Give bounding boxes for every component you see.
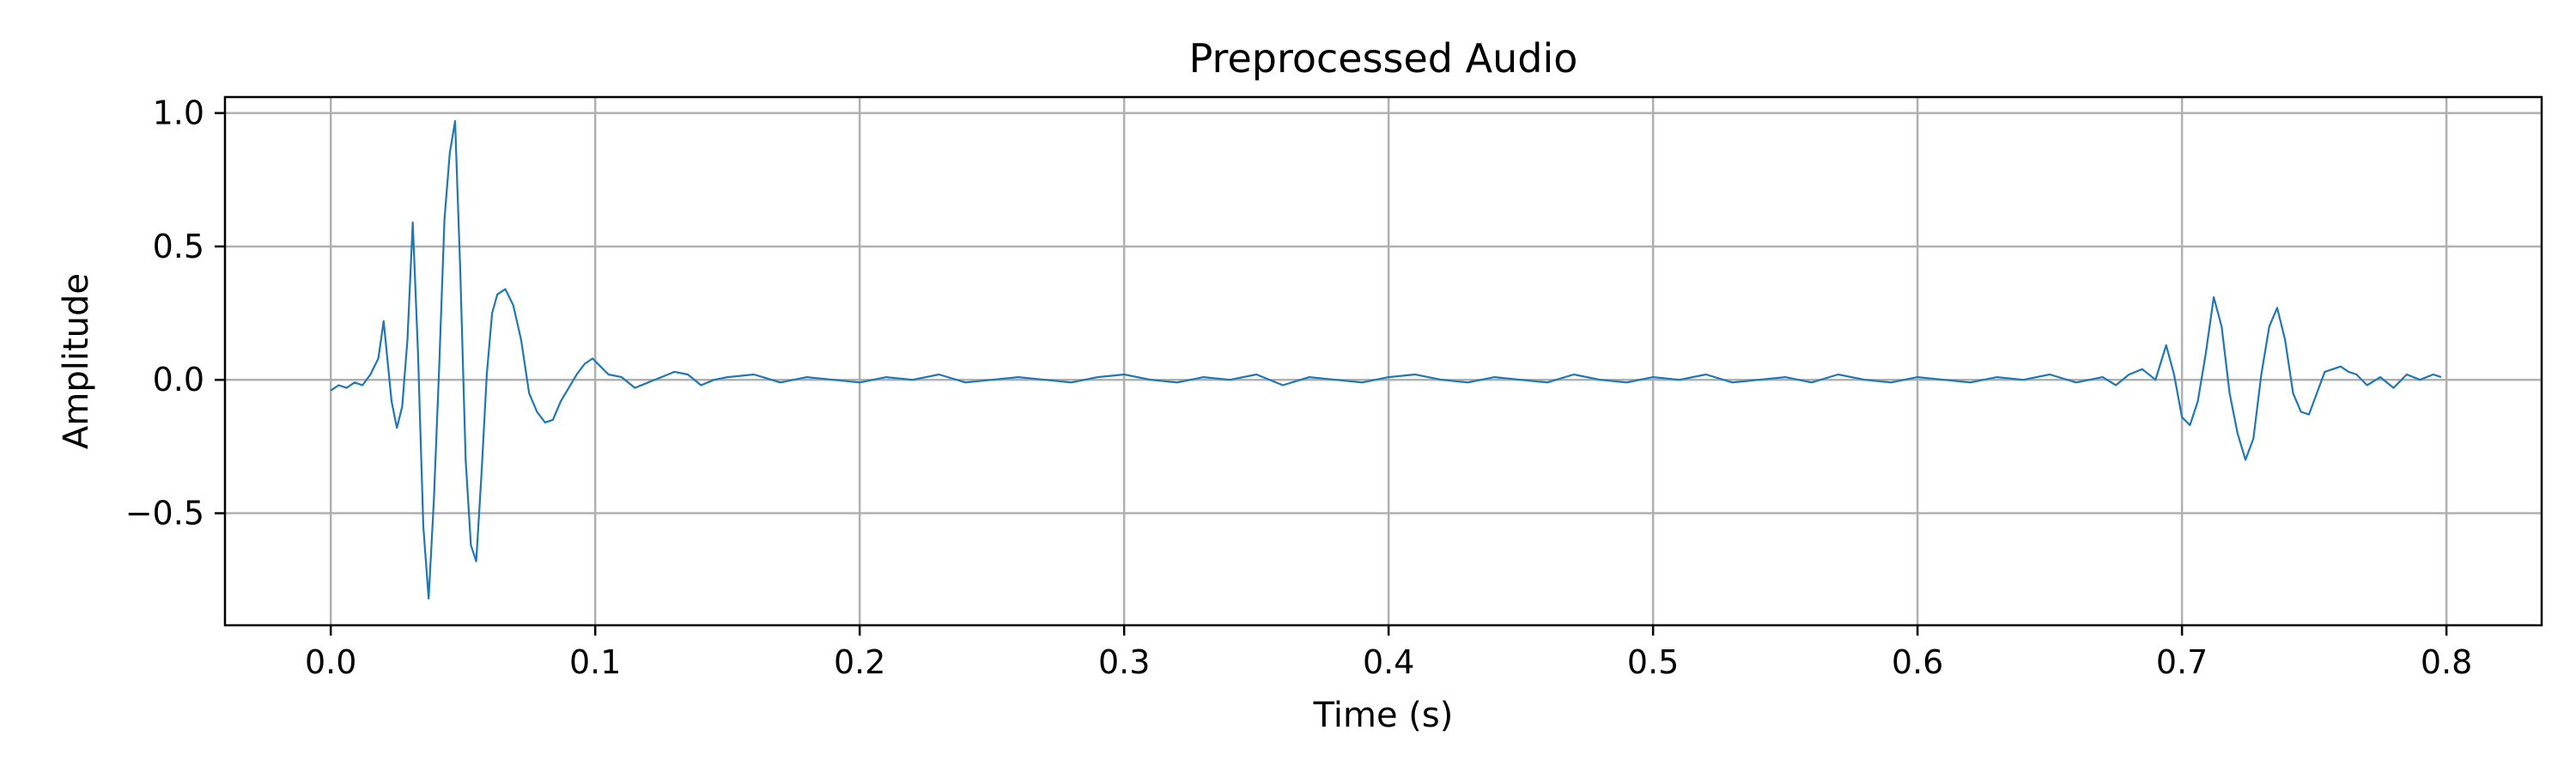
y-axis-label: Amplitude <box>57 273 96 449</box>
series-line <box>330 119 2442 600</box>
y-tick-label: −0.5 <box>125 495 204 533</box>
y-axis: −0.5 0.0 0.5 1.0 <box>125 94 225 533</box>
y-tick-label: 0.5 <box>153 228 204 265</box>
plot-frame <box>223 95 2543 627</box>
x-tick-label: 0.8 <box>2421 643 2472 681</box>
x-tick-label: 0.4 <box>1363 643 1414 681</box>
x-tick-label: 0.3 <box>1098 643 1150 681</box>
chart-title: Preprocessed Audio <box>1189 35 1578 82</box>
y-tick-label: 1.0 <box>153 94 204 132</box>
x-axis: 0.0 0.1 0.2 0.3 0.4 0.5 0.6 0.7 0.8 <box>305 625 2472 681</box>
x-tick-label: 0.6 <box>1892 643 1943 681</box>
x-tick-label: 0.7 <box>2156 643 2208 681</box>
y-tick-label: 0.0 <box>153 361 204 399</box>
x-axis-label: Time (s) <box>1313 696 1454 735</box>
x-tick-label: 0.0 <box>305 643 356 681</box>
x-tick-label: 0.1 <box>569 643 621 681</box>
x-tick-label: 0.5 <box>1627 643 1679 681</box>
x-tick-label: 0.2 <box>834 643 885 681</box>
line-layer <box>330 119 2442 600</box>
